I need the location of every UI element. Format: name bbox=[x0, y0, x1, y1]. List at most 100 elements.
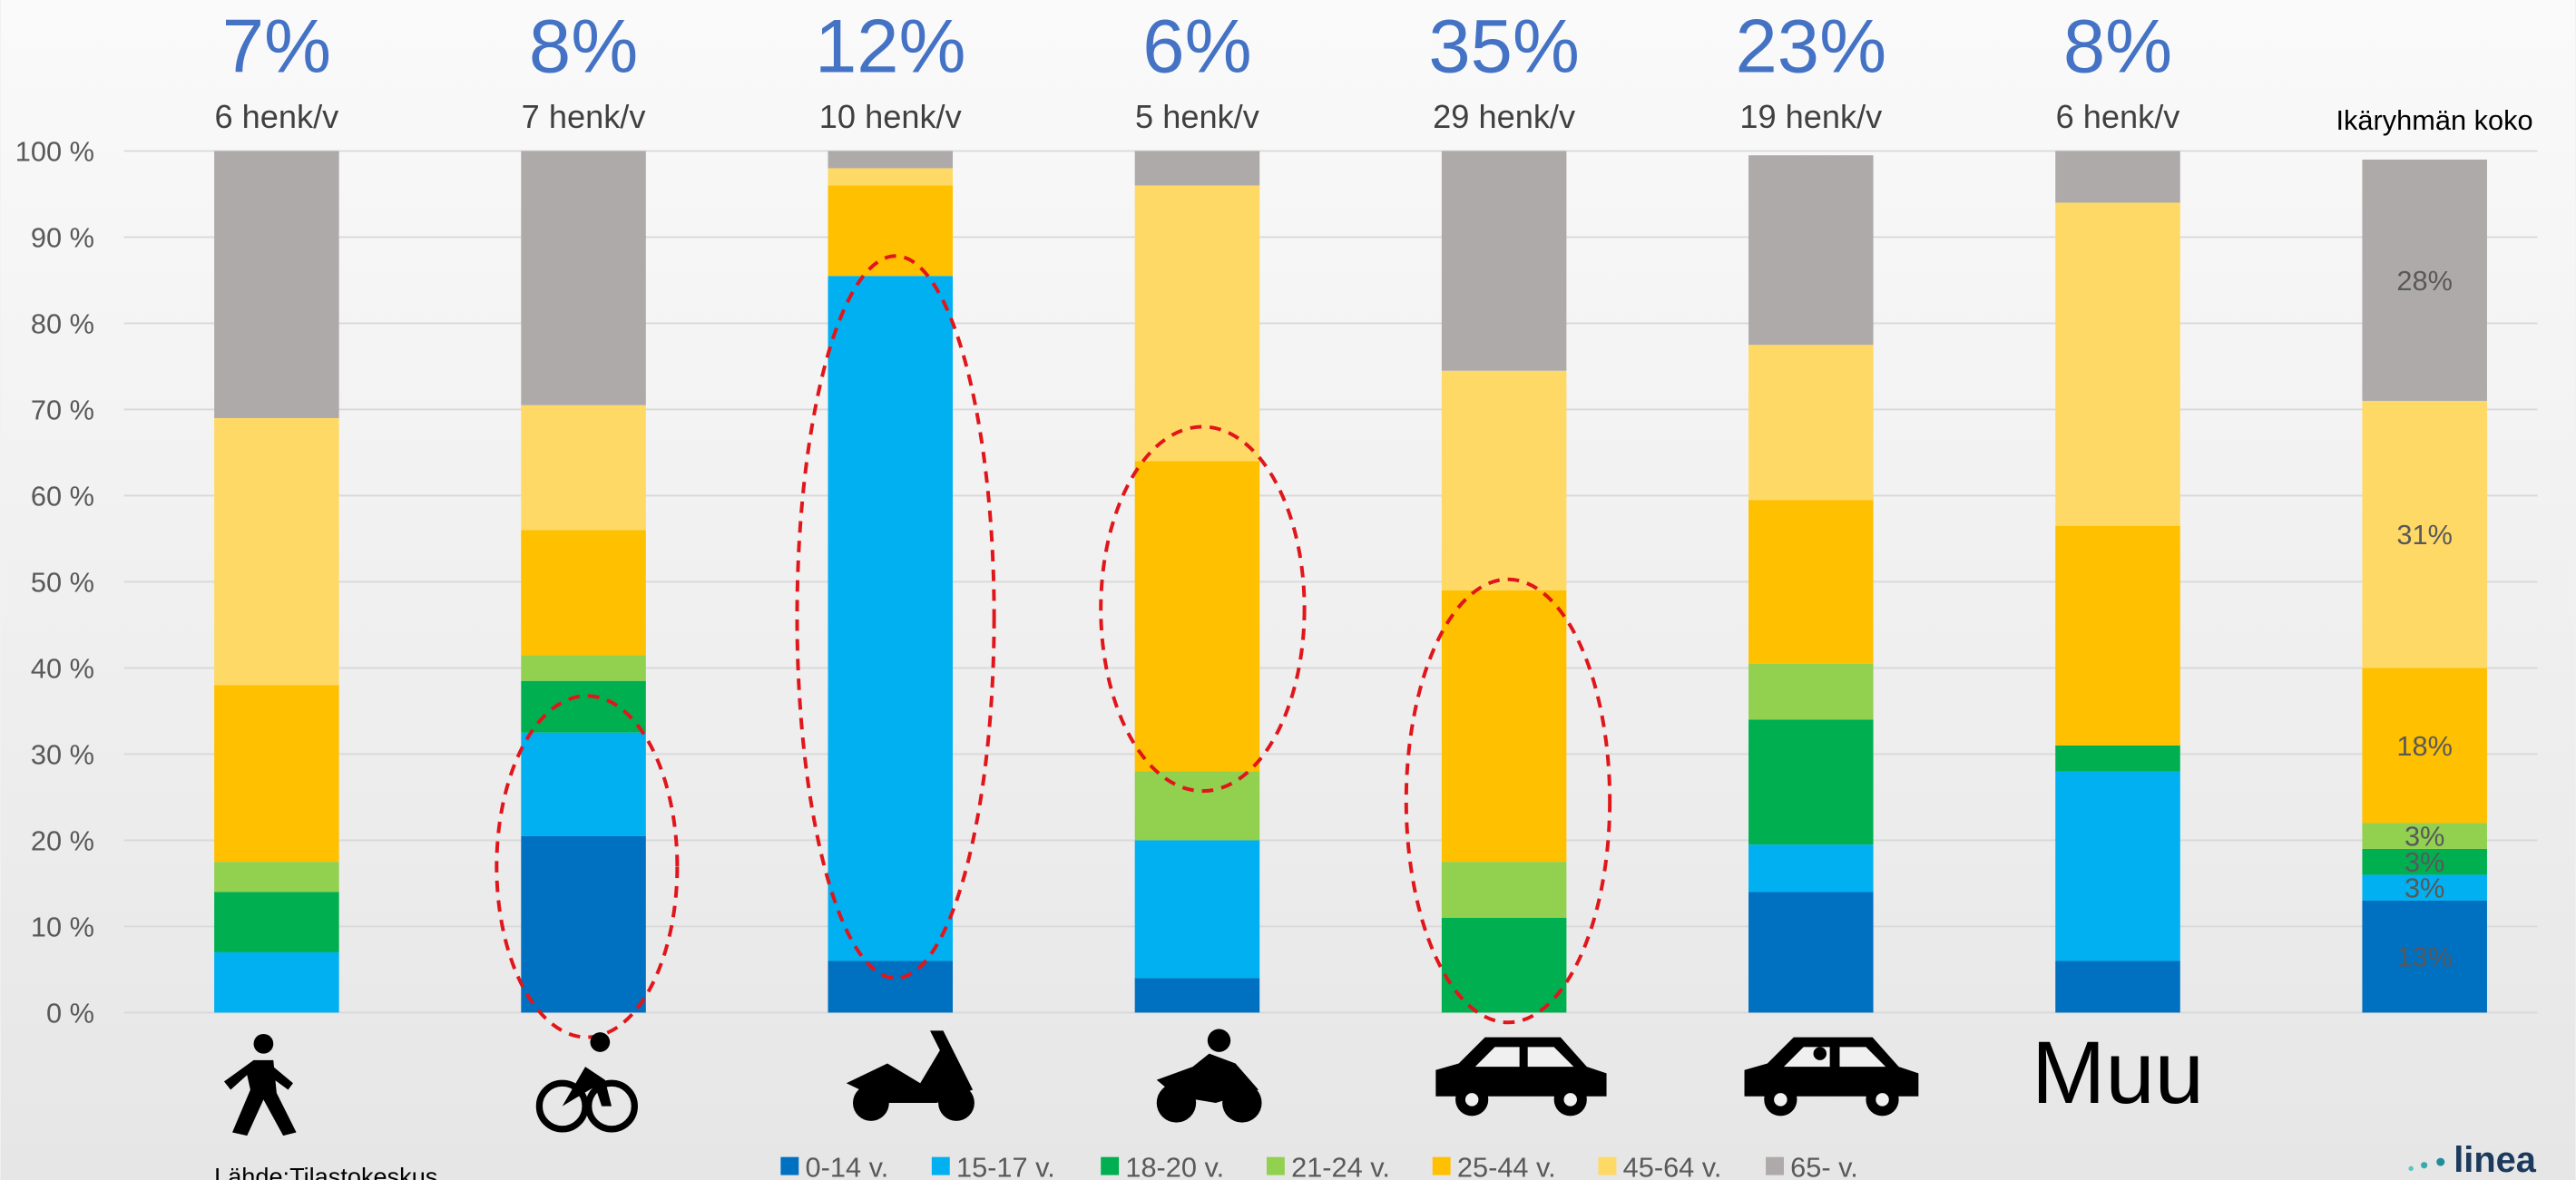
bar-segment bbox=[1441, 370, 1567, 590]
data-label: 28% bbox=[2396, 265, 2453, 297]
share-label: 12% bbox=[815, 5, 966, 89]
y-tick-label: 40 % bbox=[31, 652, 94, 684]
rate-label: 10 henk/v bbox=[819, 98, 962, 135]
logo-text: linea bbox=[2454, 1140, 2537, 1180]
legend-label: 45-64 v. bbox=[1623, 1151, 1722, 1180]
bar-segment bbox=[1748, 500, 1874, 664]
bar-segment bbox=[2055, 771, 2180, 961]
bar-segment bbox=[2362, 400, 2487, 668]
source: Lähde:Tilastokeskus bbox=[214, 1162, 437, 1180]
highlight-ellipse bbox=[495, 694, 680, 1039]
rate-label: 29 henk/v bbox=[1433, 98, 1575, 135]
legend-label: 18-20 v. bbox=[1125, 1151, 1224, 1180]
bar-segment bbox=[521, 405, 646, 531]
y-tick-label: 90 % bbox=[31, 221, 94, 253]
bar-segment bbox=[2362, 823, 2487, 849]
bar-segment bbox=[214, 417, 339, 686]
bar-segment bbox=[2055, 525, 2180, 746]
annotations bbox=[495, 254, 1612, 1039]
highlight-ellipse bbox=[795, 254, 996, 980]
bar-segment bbox=[2362, 900, 2487, 1013]
rate-label: 5 henk/v bbox=[1135, 98, 1259, 135]
legend-label: 65- v. bbox=[1790, 1151, 1858, 1180]
bar-segment bbox=[214, 862, 339, 892]
legend-swatch bbox=[931, 1156, 950, 1175]
share-label: 8% bbox=[529, 5, 638, 89]
share-label: 6% bbox=[1142, 5, 1251, 89]
share-label: 8% bbox=[2063, 5, 2172, 89]
bar-segment bbox=[521, 151, 646, 405]
legend-swatch bbox=[1432, 1156, 1451, 1175]
y-tick-label: 60 % bbox=[31, 480, 94, 512]
bar-segment bbox=[2055, 151, 2180, 203]
data-label: 3% bbox=[2405, 821, 2444, 853]
bar-segment bbox=[214, 685, 339, 863]
y-tick-label: 10 % bbox=[31, 911, 94, 942]
moped-icon bbox=[846, 1030, 975, 1121]
bar-segment bbox=[2362, 159, 2487, 401]
bar-segment bbox=[1134, 771, 1260, 841]
bar-segment bbox=[214, 951, 339, 1013]
share-label: 35% bbox=[1428, 5, 1580, 89]
bar-segment bbox=[1441, 862, 1567, 918]
data-label: 18% bbox=[2396, 730, 2453, 762]
bar-segment bbox=[828, 185, 954, 277]
logo: linea bbox=[2408, 1140, 2537, 1180]
bar-segment bbox=[1134, 185, 1260, 462]
car-passenger-icon bbox=[1744, 1037, 1919, 1117]
y-tick-label: 100 % bbox=[15, 135, 94, 167]
highlight-ellipse bbox=[1099, 424, 1307, 794]
y-tick-label: 20 % bbox=[31, 824, 94, 856]
legend-swatch bbox=[1101, 1156, 1120, 1175]
icons bbox=[223, 1029, 1919, 1136]
bike-icon bbox=[535, 1032, 638, 1133]
bar-segment bbox=[2362, 668, 2487, 824]
bar-segment bbox=[1748, 155, 1874, 346]
walk-icon bbox=[223, 1033, 297, 1136]
legend-label: 25-44 v. bbox=[1457, 1151, 1556, 1180]
legend-swatch bbox=[1766, 1156, 1784, 1175]
bar-segment bbox=[828, 168, 954, 186]
bars: 13%3%3%3%18%31%28% bbox=[214, 151, 2487, 1013]
bar-segment bbox=[1134, 840, 1260, 979]
bar-segment bbox=[1134, 151, 1260, 186]
category-label: Ikäryhmän koko bbox=[2336, 104, 2533, 136]
bar-segment bbox=[214, 892, 339, 952]
bar-segment bbox=[521, 655, 646, 681]
motorcycle-icon bbox=[1156, 1029, 1262, 1123]
highlight-ellipse bbox=[1404, 577, 1612, 1025]
data-label: 3% bbox=[2405, 873, 2444, 904]
legend-swatch bbox=[1266, 1156, 1285, 1175]
data-label: 13% bbox=[2396, 941, 2453, 973]
bar-segment bbox=[2362, 874, 2487, 901]
car-icon bbox=[1435, 1037, 1607, 1117]
bar-segment bbox=[2055, 961, 2180, 1013]
rate-label: 19 henk/v bbox=[1739, 98, 1882, 135]
bar-segment bbox=[828, 961, 954, 1013]
share-label: 23% bbox=[1736, 5, 1887, 89]
data-label: 31% bbox=[2396, 519, 2453, 551]
y-tick-label: 50 % bbox=[31, 566, 94, 598]
bar-segment bbox=[2362, 848, 2487, 875]
bar-segment bbox=[1134, 978, 1260, 1013]
bar-segment bbox=[214, 151, 339, 418]
legend-label: 0-14 v. bbox=[806, 1151, 889, 1180]
bar-segment bbox=[521, 835, 646, 1013]
y-tick-label: 80 % bbox=[31, 307, 94, 339]
bar-segment bbox=[521, 680, 646, 733]
y-tick-label: 0 % bbox=[46, 997, 94, 1029]
bar-segment bbox=[1441, 151, 1567, 371]
legend: 0-14 v. 15-17 v. 18-20 v. 21-24 v. 25-44 v. 4… bbox=[780, 1151, 1858, 1180]
y-tick-label: 70 % bbox=[31, 394, 94, 425]
bar-segment bbox=[828, 276, 954, 961]
bar-segment bbox=[1748, 663, 1874, 720]
bar-segment bbox=[1134, 461, 1260, 772]
category-label: Muu bbox=[2032, 1023, 2204, 1122]
legend-swatch bbox=[780, 1156, 799, 1175]
bar-segment bbox=[1748, 892, 1874, 1013]
legend-label: 15-17 v. bbox=[956, 1151, 1055, 1180]
bar-segment bbox=[1441, 590, 1567, 863]
bar-segment bbox=[1748, 719, 1874, 845]
